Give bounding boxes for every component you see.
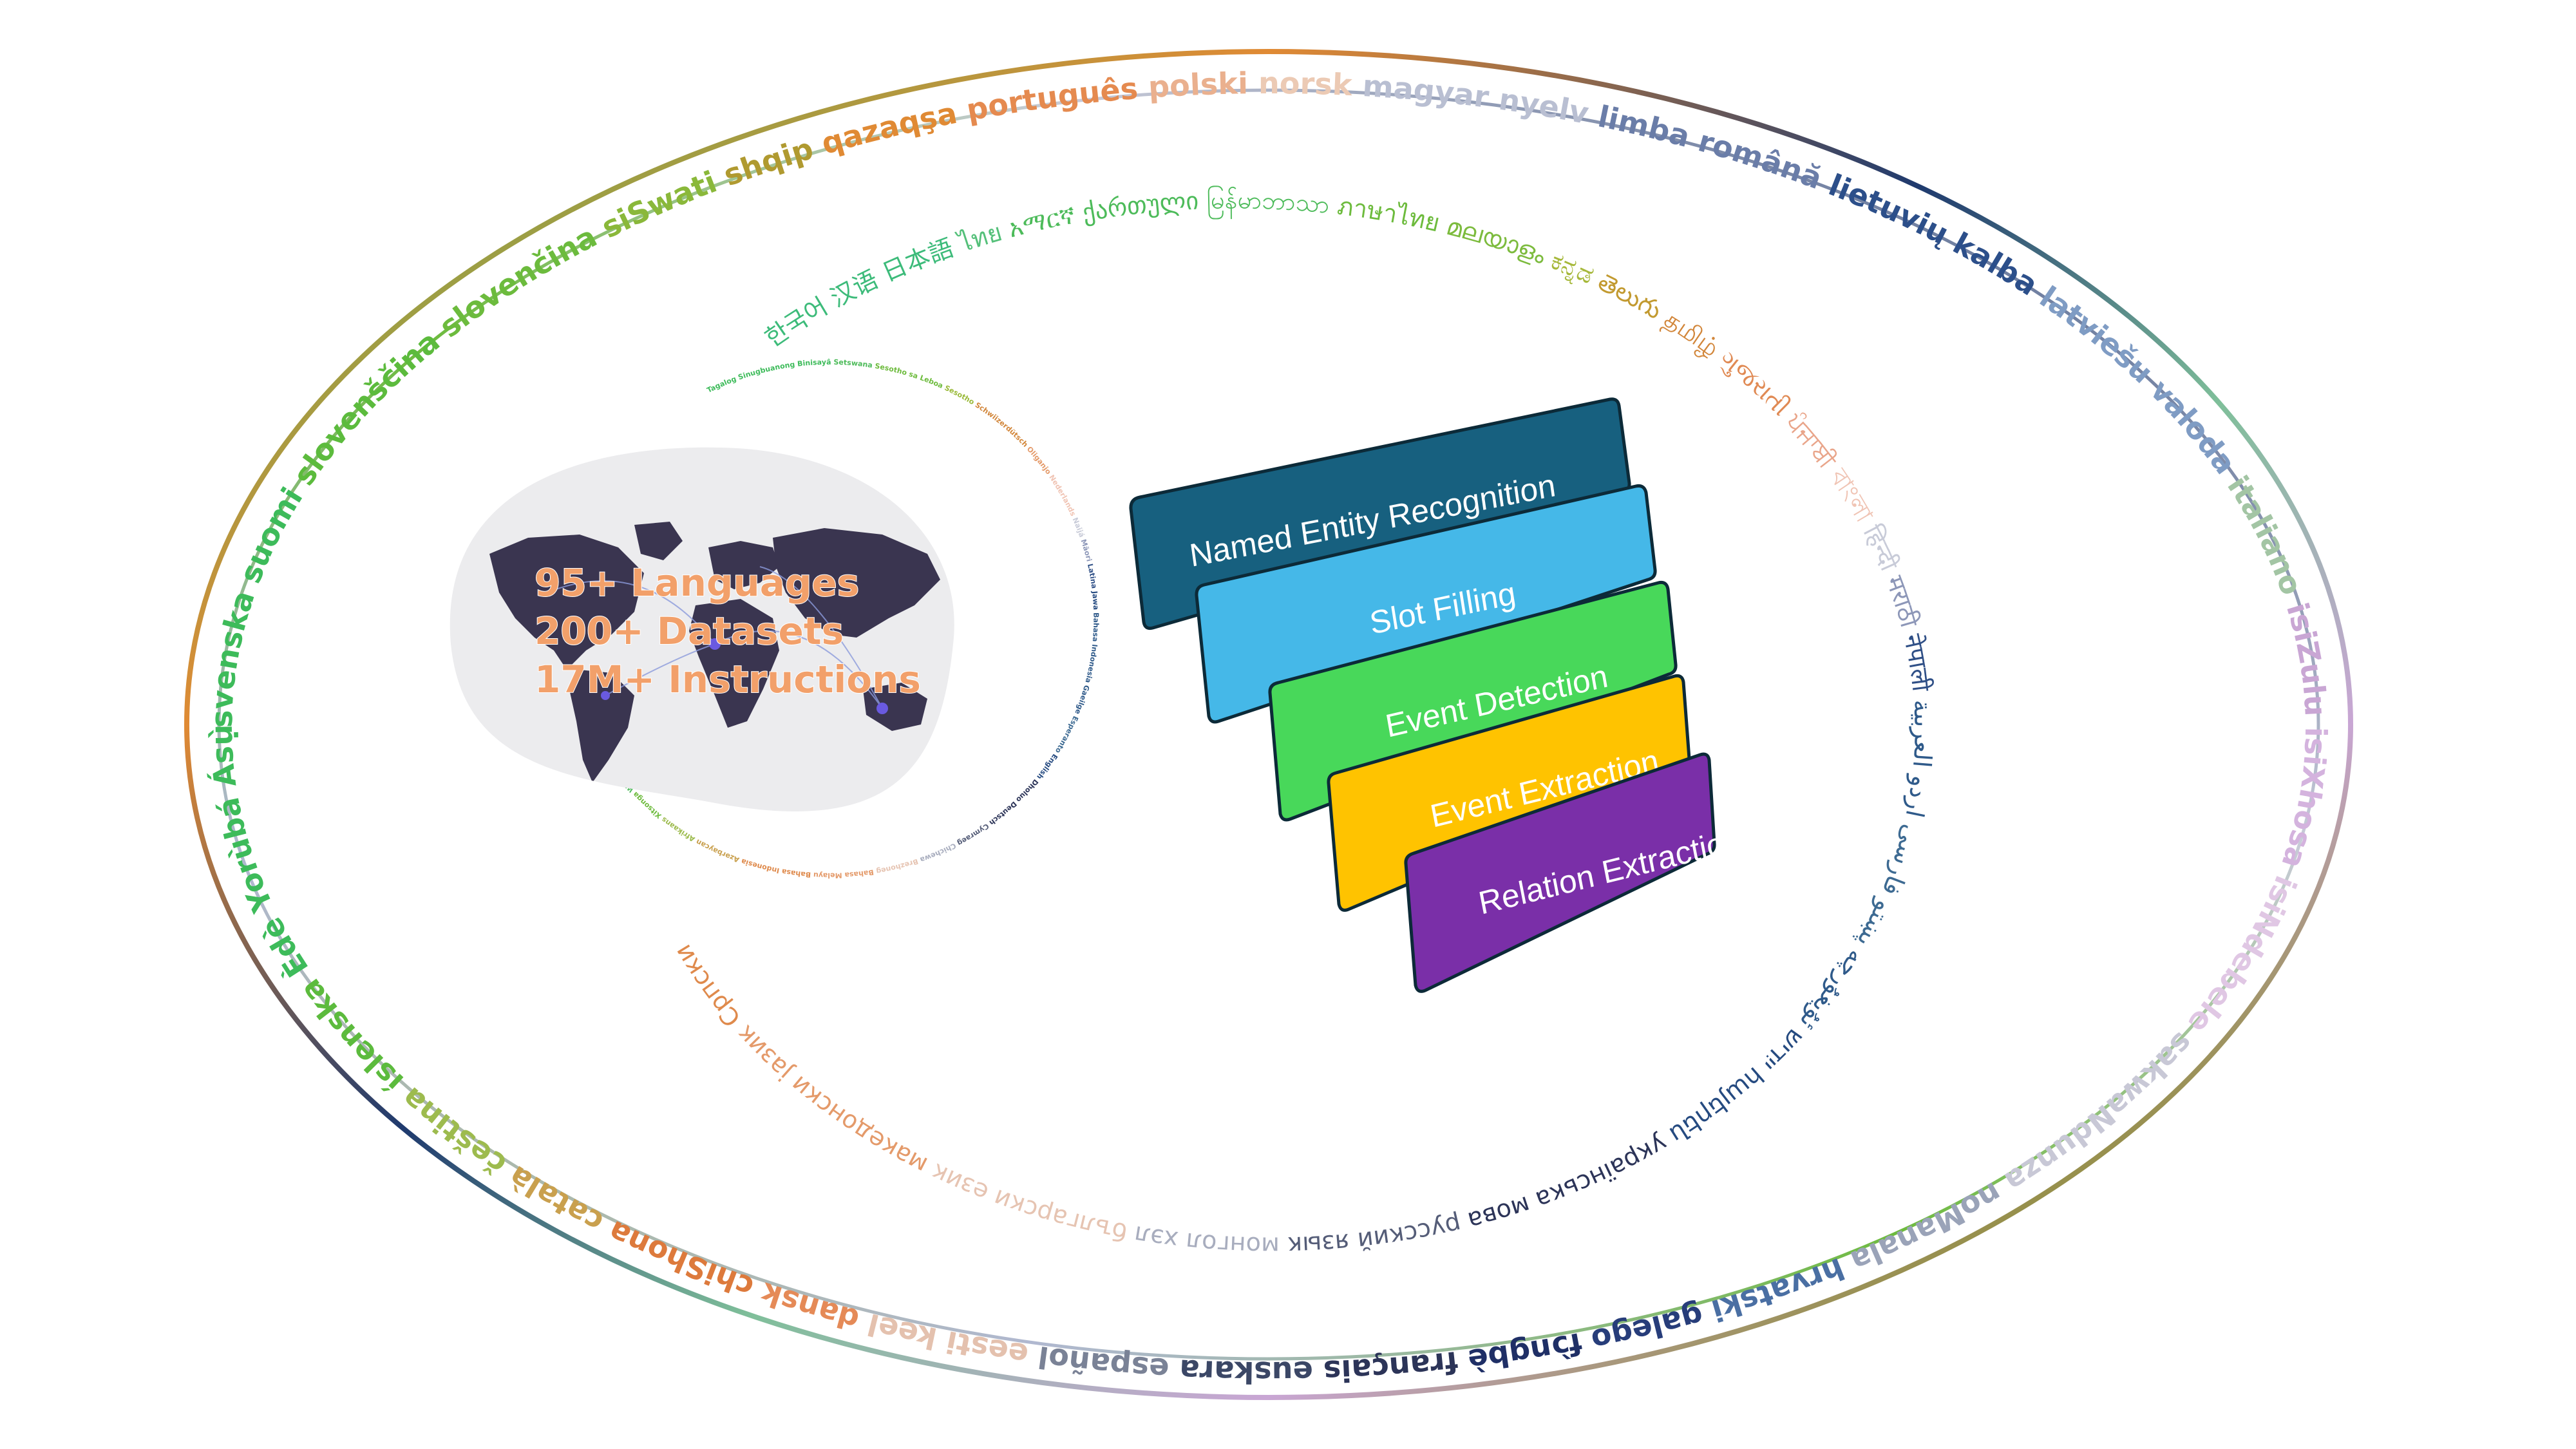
middle-language-31: Ελληνικά: [0, 0, 8, 6]
inner-language-9: Māori: [1079, 538, 1094, 565]
middle-language-22: اردو: [1900, 766, 1936, 820]
middle-language-11: தமிழ்: [1658, 305, 1732, 366]
middle-language-30: Српски: [664, 933, 746, 1032]
outer-language-9: norsk: [1258, 66, 1363, 103]
outer-language-33: Ásụ̀sụ́ Ìgbò: [0, 0, 243, 789]
outer-language-14: italiano: [2221, 469, 2313, 609]
inner-language-24: Afrikaans: [658, 813, 697, 843]
outer-language-21: galego: [1578, 1298, 1707, 1360]
continent-greenland: [634, 522, 683, 560]
middle-language-5: ქართული: [1080, 186, 1207, 227]
middle-language-27: монгол хэл: [1124, 1219, 1280, 1260]
inner-language-16: Dholuo: [1012, 777, 1039, 806]
outer-language-27: dansk: [746, 1273, 862, 1338]
middle-language-19: ئۇيغۇرچە: [1794, 939, 1876, 1036]
inner-language-19: Chichewa: [916, 841, 957, 865]
continent-south-america: [570, 670, 634, 782]
middle-language-16: मराठी: [1880, 572, 1926, 638]
middle-language-0: 한국어: [760, 288, 839, 352]
outer-language-26: eesti keel: [854, 1304, 1030, 1372]
map-node: [601, 691, 610, 700]
outer-language-6: qazaqşa: [817, 93, 970, 161]
inner-language-0: Tagalog: [706, 374, 740, 394]
outer-language-0: svenska: [204, 576, 265, 728]
inner-language-23: Azərbaycan: [692, 836, 741, 864]
middle-language-2: 日本語: [878, 231, 964, 287]
inner-language-7: Nederlands: [1047, 473, 1078, 520]
outer-language-1: suomi: [232, 472, 315, 588]
middle-language-10: తెలుగు: [1593, 267, 1674, 328]
outer-language-24: euskara: [1168, 1352, 1314, 1390]
outer-language-7: português: [964, 70, 1150, 128]
outer-language-4: siSwati: [596, 160, 732, 245]
task-card-shape: [1404, 752, 1716, 993]
outer-ring-inner-outline: [217, 88, 2320, 1361]
map-node: [876, 703, 888, 714]
outer-language-25: español: [1025, 1338, 1170, 1387]
inner-language-8: Naijá: [1071, 516, 1087, 541]
stat-languages: 95+ Languages: [535, 561, 859, 605]
task-stack: Named Entity Recognition Slot Filling Ev…: [1129, 397, 1745, 993]
outer-language-8: polski: [1147, 66, 1258, 104]
inner-language-10: Latina: [1086, 563, 1099, 591]
continent-europe: [708, 541, 779, 589]
continent-australia: [863, 683, 927, 731]
inner-language-1: Sinugbuanong Binisayâ: [737, 358, 833, 382]
inner-language-14: Esperanto: [1052, 715, 1080, 757]
world-map: [450, 447, 954, 811]
inner-language-20: Brezhoneg: [873, 857, 920, 876]
middle-language-9: ಕನ್ನಡ: [1547, 246, 1605, 293]
middle-language-14: বাংলা: [1824, 463, 1882, 534]
inner-language-17: Deutsch: [986, 800, 1019, 829]
inner-language-4: Sesotho: [943, 384, 978, 408]
outer-language-13: latviešu valoda: [2034, 279, 2249, 489]
map-node: [709, 638, 721, 650]
outer-language-16: isiXhosa: [2271, 727, 2333, 884]
continent-asia: [773, 528, 940, 638]
inner-language-22: Bahasa Indonesia: [737, 856, 811, 878]
outer-language-2: slovenščina: [287, 317, 455, 491]
outer-language-18: sakwaNdunza: [1990, 1026, 2201, 1205]
inner-language-12: Bahasa Indonesia: [1083, 612, 1101, 687]
middle-language-15: हिन्दी: [1858, 520, 1907, 582]
stat-datasets: 200+ Datasets: [535, 609, 844, 653]
middle-language-13: ਪੰਜਾਬੀ: [1780, 407, 1847, 480]
continent-north-america: [489, 535, 644, 670]
inner-language-13: Gaeilge: [1072, 684, 1091, 717]
inner-language-3: Sesotho sa Leboa: [875, 362, 947, 392]
middle-language-23: العربية: [1750, 699, 1937, 1083]
middle-language-21: فارسی: [1877, 814, 1928, 900]
inner-language-15: English: [1034, 752, 1059, 782]
inner-language-5: Schwiizerdütsch: [974, 401, 1032, 450]
middle-language-17: नेपाली: [1898, 631, 1936, 700]
middle-language-1: 汉语: [826, 261, 889, 312]
stat-instructions: 17M+ Instructions: [535, 658, 921, 701]
middle-language-7: ภาษาไทย: [1336, 192, 1450, 240]
inner-language-21: Bahasa Melayu: [811, 867, 875, 879]
outer-language-28: chiShona: [593, 1209, 758, 1305]
middle-language-25: українська мова: [1457, 1129, 1672, 1237]
task-card-shape: [1195, 484, 1657, 724]
outer-language-32: Èdè Yorùbá: [209, 784, 315, 983]
middle-language-12: ગુજરાતી: [1714, 345, 1801, 427]
middle-language-6: မြန်မာဘာသာ: [1206, 185, 1339, 220]
middle-language-4: አማርኛ: [1005, 199, 1085, 243]
inner-language-6: Oliganjo: [1025, 445, 1054, 478]
inner-language-2: Setswana: [833, 358, 875, 370]
middle-language-24: հայերեն: [1658, 1061, 1769, 1153]
middle-language-3: ไทย: [954, 216, 1012, 258]
middle-language-26: русский язык: [1280, 1210, 1464, 1260]
outer-language-23: français: [1312, 1345, 1459, 1389]
middle-language-28: български език: [920, 1154, 1130, 1247]
outer-ring-outline: [184, 49, 2353, 1400]
outer-language-15: isiZulu: [2280, 599, 2333, 727]
task-card-shape: [1268, 581, 1678, 822]
inner-language-18: Cymraeg: [954, 822, 990, 849]
middle-language-8: മലയാളം: [1444, 212, 1557, 272]
middle-language-29: македонски јазик: [725, 1014, 932, 1179]
inner-language-11: Jawa: [1090, 590, 1100, 612]
